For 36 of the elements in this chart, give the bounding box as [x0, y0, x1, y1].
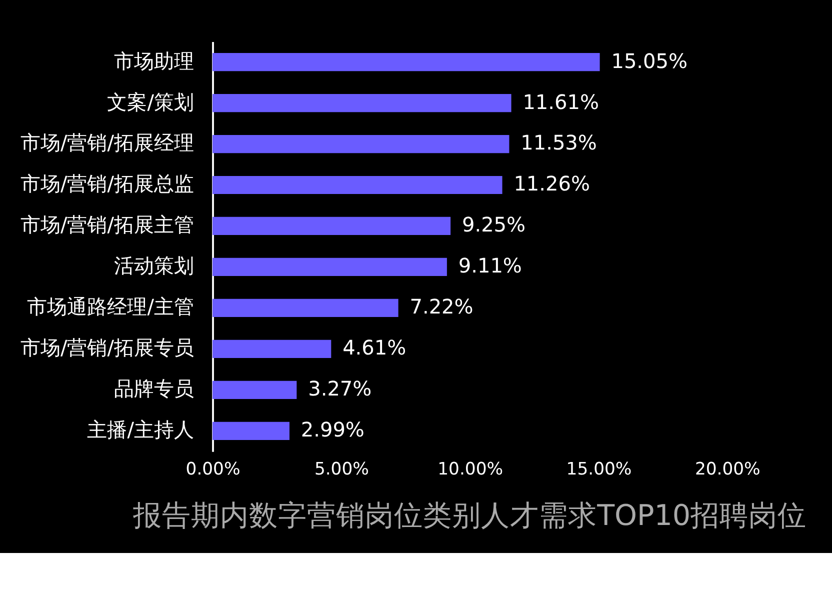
text: 3.27% — [308, 376, 372, 401]
x-tick-label: 5.00% — [314, 460, 369, 480]
x-tick-label: 10.00% — [438, 460, 504, 480]
text: 9.11% — [458, 254, 522, 278]
x-tick-label: 15.00% — [566, 460, 632, 480]
bar — [212, 176, 502, 194]
text: 11.61% — [522, 90, 599, 114]
y-tick-label: 市场/营销/拓展经理 — [20, 130, 194, 155]
y-tick-label: 品牌专员 — [114, 376, 194, 401]
x-tick-label: 20.00% — [694, 460, 760, 480]
x-tick-label: 0.00% — [186, 460, 240, 480]
y-tick-label: 市场/营销/拓展专员 — [20, 336, 194, 360]
y-tick-label: 主播/主持人 — [87, 418, 194, 442]
text: 报告期内数字营销岗位类别人才需求TOP10招聘岗位 — [132, 498, 807, 532]
bar — [212, 134, 510, 154]
text: 15.05% — [611, 48, 688, 73]
text: 7.22% — [410, 294, 474, 319]
y-tick-label: 市场/营销/拓展主管 — [20, 212, 194, 237]
y-tick-label: 活动策划 — [114, 254, 194, 278]
y-tick-label: 文案/策划 — [107, 90, 194, 114]
text: 11.26% — [514, 172, 590, 196]
bar — [212, 380, 297, 399]
y-tick-label: 市场/营销/拓展总监 — [20, 172, 194, 196]
y-tick-label: 市场通路经理/主管 — [27, 294, 194, 319]
bar — [212, 298, 398, 318]
bar — [212, 340, 332, 358]
text: 4.61% — [342, 336, 406, 360]
bar — [212, 216, 451, 236]
y-tick-label: 市场助理 — [114, 48, 194, 73]
bar — [212, 422, 290, 440]
bar — [212, 94, 512, 112]
bar — [212, 53, 600, 72]
bar — [212, 258, 447, 276]
text: 9.25% — [462, 212, 526, 237]
text: 2.99% — [300, 418, 364, 442]
text: 11.53% — [520, 130, 597, 155]
